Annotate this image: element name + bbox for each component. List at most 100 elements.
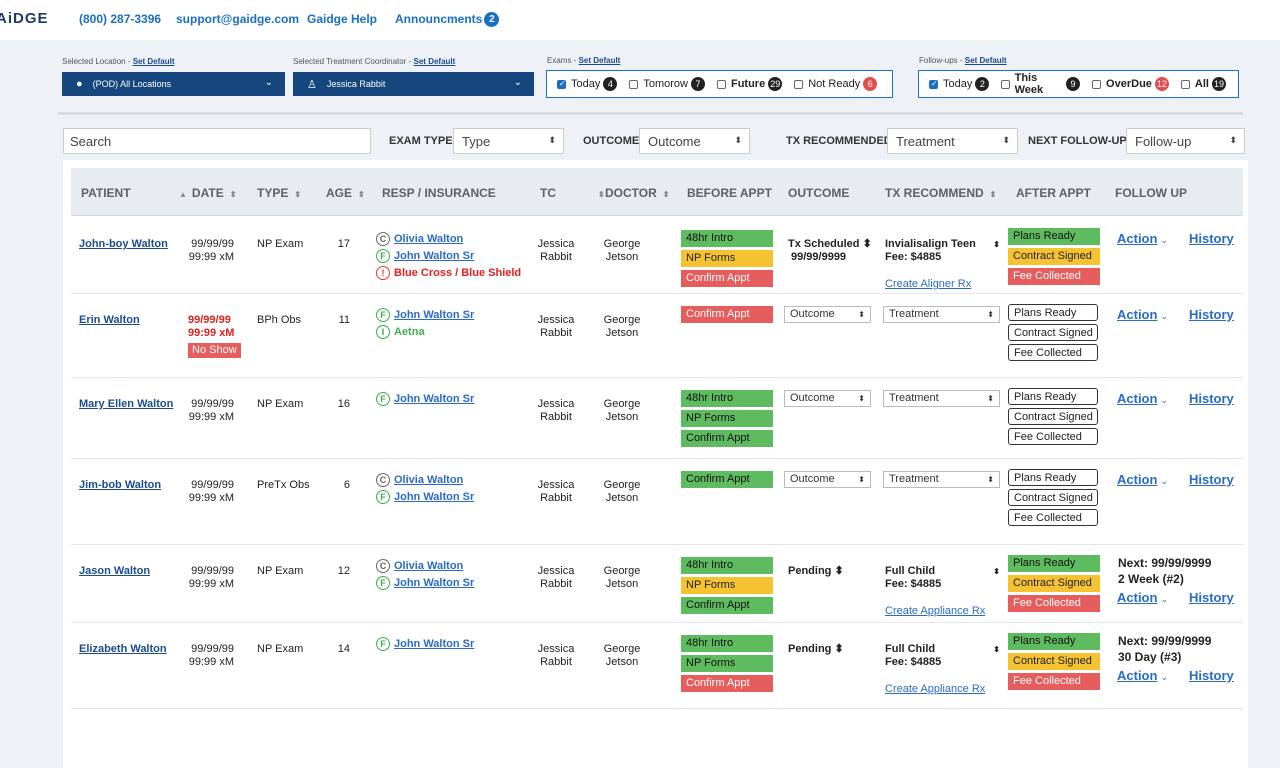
after-appt-status[interactable]: Fee Collected <box>1008 509 1098 526</box>
create-rx-link[interactable]: Create Appliance Rx <box>885 605 986 617</box>
tc-select[interactable]: ♙ Jessica Rabbit ⌄ <box>293 72 534 96</box>
tc-set-default-link[interactable]: Set Default <box>413 57 456 66</box>
checkbox[interactable] <box>1180 79 1190 89</box>
exams-option[interactable]: Tomorow 7 <box>629 77 705 91</box>
col-tx-recommend[interactable]: TX RECOMMEND ⬍ <box>885 186 997 200</box>
history-link[interactable]: History <box>1189 668 1234 683</box>
action-link[interactable]: Action <box>1117 472 1158 487</box>
checkbox[interactable] <box>557 79 566 89</box>
before-appt-status[interactable]: 48hr Intro <box>681 390 773 407</box>
followups-option[interactable]: OverDue 12 <box>1092 77 1169 91</box>
before-appt-status[interactable]: Confirm Appt <box>681 471 773 488</box>
followups-set-default-link[interactable]: Set Default <box>964 56 1007 65</box>
help-link[interactable]: Gaidge Help <box>307 12 378 26</box>
action-menu[interactable]: Action ⌄ <box>1117 392 1168 407</box>
before-appt-status[interactable]: Confirm Appt <box>681 270 773 287</box>
col-outcome[interactable]: OUTCOME <box>788 186 850 200</box>
col-age[interactable]: AGE ⬍ <box>326 186 365 200</box>
exams-set-default-link[interactable]: Set Default <box>578 56 621 65</box>
checkbox[interactable] <box>1092 79 1102 89</box>
location-set-default-link[interactable]: Set Default <box>132 57 175 66</box>
announcements-link[interactable]: Announcments 2 <box>395 12 500 27</box>
outcome-filter-select[interactable]: Outcome ⬍ <box>639 128 750 154</box>
responsible-party-link[interactable]: Olivia Walton <box>394 559 464 572</box>
checkbox[interactable] <box>629 79 639 89</box>
col-tc[interactable]: TC ⬍ <box>540 186 605 200</box>
after-appt-status[interactable]: Fee Collected <box>1008 344 1098 361</box>
checkbox[interactable] <box>929 79 938 89</box>
patient-name-link[interactable]: Jason Walton <box>79 565 151 577</box>
tx-recommended-select[interactable]: Treatment ⬍ <box>887 128 1018 154</box>
exams-option[interactable]: Future 29 <box>716 77 783 91</box>
col-before-appt[interactable]: BEFORE APPT <box>687 186 772 200</box>
treatment-name[interactable]: Full Child ⬍ <box>885 565 1000 577</box>
before-appt-status[interactable]: 48hr Intro <box>681 635 773 652</box>
history-link[interactable]: History <box>1189 472 1234 487</box>
checkbox[interactable] <box>794 79 804 89</box>
before-appt-status[interactable]: NP Forms <box>681 577 773 594</box>
treatment-select[interactable]: Treatment ⬍ <box>883 306 1000 323</box>
after-appt-status[interactable]: Fee Collected <box>1008 673 1100 690</box>
patient-name-link[interactable]: Elizabeth Walton <box>79 643 167 655</box>
after-appt-status[interactable]: Plans Ready <box>1008 555 1100 572</box>
before-appt-status[interactable]: 48hr Intro <box>681 557 773 574</box>
treatment-select[interactable]: Treatment ⬍ <box>883 471 1000 488</box>
col-date[interactable]: ▲ DATE ⬍ <box>179 186 237 200</box>
next-followup-select[interactable]: Follow-up ⬍ <box>1126 128 1245 154</box>
before-appt-status[interactable]: 48hr Intro <box>681 230 773 247</box>
after-appt-status[interactable]: Plans Ready <box>1008 228 1100 245</box>
after-appt-status[interactable]: Plans Ready <box>1008 469 1098 486</box>
after-appt-status[interactable]: Plans Ready <box>1008 633 1100 650</box>
action-menu[interactable]: Action ⌄ <box>1117 591 1168 606</box>
col-follow-up[interactable]: FOLLOW UP <box>1115 186 1187 200</box>
action-link[interactable]: Action <box>1117 590 1158 605</box>
phone-link[interactable]: (800) 287-3396 <box>79 12 162 26</box>
checkbox[interactable] <box>716 79 726 89</box>
exam-type-select[interactable]: Type ⬍ <box>453 128 564 154</box>
before-appt-status[interactable]: Confirm Appt <box>681 306 773 323</box>
outcome-select[interactable]: Outcome ⬍ <box>784 390 871 407</box>
after-appt-status[interactable]: Plans Ready <box>1008 304 1098 321</box>
after-appt-status[interactable]: Contract Signed <box>1008 489 1098 506</box>
after-appt-status[interactable]: Plans Ready <box>1008 388 1098 405</box>
action-link[interactable]: Action <box>1117 307 1158 322</box>
responsible-party-link[interactable]: John Walton Sr <box>394 392 475 405</box>
responsible-party-link[interactable]: John Walton Sr <box>394 576 475 589</box>
col-after-appt[interactable]: AFTER APPT <box>1016 186 1091 200</box>
before-appt-status[interactable]: NP Forms <box>681 655 773 672</box>
exams-option[interactable]: Not Ready 6 <box>794 77 878 91</box>
responsible-party-link[interactable]: Olivia Walton <box>394 232 464 245</box>
responsible-party-link[interactable]: John Walton Sr <box>394 637 475 650</box>
history-link[interactable]: History <box>1189 231 1234 246</box>
action-menu[interactable]: Action ⌄ <box>1117 473 1168 488</box>
after-appt-status[interactable]: Contract Signed <box>1008 408 1098 425</box>
before-appt-status[interactable]: Confirm Appt <box>681 430 773 447</box>
after-appt-status[interactable]: Contract Signed <box>1008 324 1098 341</box>
history-link[interactable]: History <box>1189 590 1234 605</box>
action-link[interactable]: Action <box>1117 391 1158 406</box>
history-link[interactable]: History <box>1189 307 1234 322</box>
patient-name-link[interactable]: Mary Ellen Walton <box>79 398 174 410</box>
responsible-party-link[interactable]: John Walton Sr <box>394 249 475 262</box>
action-menu[interactable]: Action ⌄ <box>1117 308 1168 323</box>
patient-name-link[interactable]: Jim-bob Walton <box>79 479 162 491</box>
col-resp-insurance[interactable]: RESP / INSURANCE <box>382 186 496 200</box>
after-appt-status[interactable]: Contract Signed <box>1008 653 1100 670</box>
patient-name-link[interactable]: John-boy Walton <box>79 238 168 250</box>
responsible-party-link[interactable]: Olivia Walton <box>394 473 464 486</box>
action-link[interactable]: Action <box>1117 668 1158 683</box>
action-menu[interactable]: Action ⌄ <box>1117 669 1168 684</box>
before-appt-status[interactable]: Confirm Appt <box>681 597 773 614</box>
email-link[interactable]: support@gaidge.com <box>176 12 300 26</box>
create-rx-link[interactable]: Create Appliance Rx <box>885 683 986 695</box>
col-doctor[interactable]: DOCTOR ⬍ <box>605 186 670 200</box>
create-rx-link[interactable]: Create Aligner Rx <box>885 278 972 290</box>
action-link[interactable]: Action <box>1117 231 1158 246</box>
outcome-select[interactable]: Outcome ⬍ <box>784 471 871 488</box>
outcome-cell[interactable]: Tx Scheduled ⬍ 99/99/9999 <box>788 238 872 264</box>
col-type[interactable]: TYPE ⬍ <box>257 186 302 200</box>
treatment-name[interactable]: Full Child ⬍ <box>885 643 1000 655</box>
after-appt-status[interactable]: Fee Collected <box>1008 268 1100 285</box>
treatment-name[interactable]: Invialisalign Teen ⬍ <box>885 238 1000 250</box>
